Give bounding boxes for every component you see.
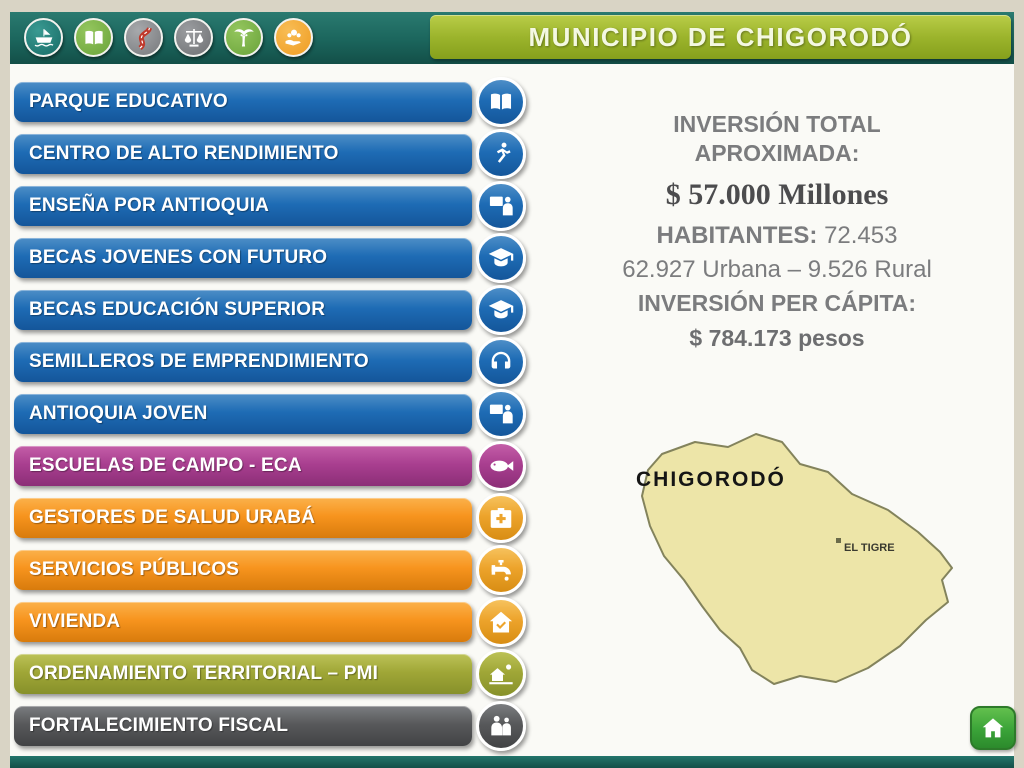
menu-item-becas-educacion-superior[interactable]: BECAS EDUCACIÓN SUPERIOR xyxy=(14,285,542,335)
menu-item-vivienda[interactable]: VIVIENDA xyxy=(14,597,542,647)
coins-hand-icon[interactable] xyxy=(274,18,313,57)
menu-label: ENSEÑA POR ANTIOQUIA xyxy=(29,195,270,216)
header-bar: MUNICIPIO DE CHIGORODÓ xyxy=(10,12,1014,64)
header-icon-row xyxy=(24,18,313,57)
per-capita-label: INVERSIÓN PER CÁPITA: xyxy=(637,289,917,316)
menu-item-escuelas-de-campo-eca[interactable]: ESCUELAS DE CAMPO - ECA xyxy=(14,441,542,491)
menu-button[interactable]: BECAS JOVENES CON FUTURO xyxy=(14,238,472,278)
map-shape xyxy=(641,433,953,685)
menu-button[interactable]: ESCUELAS DE CAMPO - ECA xyxy=(14,446,472,486)
menu-label: FORTALECIMIENTO FISCAL xyxy=(29,715,289,736)
faucet-icon[interactable] xyxy=(476,545,526,595)
slide-content: MUNICIPIO DE CHIGORODÓ PARQUE EDUCATIVO … xyxy=(10,12,1016,758)
scales-icon[interactable] xyxy=(174,18,213,57)
menu-item-parque-educativo[interactable]: PARQUE EDUCATIVO xyxy=(14,77,542,127)
runner-icon[interactable] xyxy=(476,129,526,179)
page-title-text: MUNICIPIO DE CHIGORODÓ xyxy=(528,21,913,52)
page-title: MUNICIPIO DE CHIGORODÓ xyxy=(430,15,1011,59)
map-poblado-label: EL TIGRE xyxy=(844,542,895,554)
menu-button[interactable]: BECAS EDUCACIÓN SUPERIOR xyxy=(14,290,472,330)
municipality-map: CHIGORODÓ EL TIGRE xyxy=(600,420,990,710)
palm-tree-icon[interactable] xyxy=(224,18,263,57)
menu-label: CENTRO DE ALTO RENDIMIENTO xyxy=(29,143,339,164)
territory-icon[interactable] xyxy=(476,649,526,699)
menu-label: BECAS EDUCACIÓN SUPERIOR xyxy=(29,299,326,320)
menu-label: ORDENAMIENTO TERRITORIAL – PMI xyxy=(29,663,379,684)
book-icon[interactable] xyxy=(476,77,526,127)
menu-label: SEMILLEROS DE EMPRENDIMIENTO xyxy=(29,351,369,372)
menu-item-ensena-por-antioquia[interactable]: ENSEÑA POR ANTIOQUIA xyxy=(14,181,542,231)
menu-button[interactable]: ORDENAMIENTO TERRITORIAL – PMI xyxy=(14,654,472,694)
per-capita-value: $ 784.173 pesos xyxy=(689,324,865,351)
habitantes-value: 72.453 xyxy=(824,221,898,249)
menu-label: SERVICIOS PÚBLICOS xyxy=(29,559,240,580)
menu-button[interactable]: ANTIOQUIA JOVEN xyxy=(14,394,472,434)
open-book-icon[interactable] xyxy=(74,18,113,57)
menu-item-antioquia-joven[interactable]: ANTIOQUIA JOVEN xyxy=(14,389,542,439)
menu-item-fortalecimiento-fiscal[interactable]: FORTALECIMIENTO FISCAL xyxy=(14,701,542,751)
menu-label: ESCUELAS DE CAMPO - ECA xyxy=(29,455,302,476)
footer-bar xyxy=(10,756,1014,768)
menu-item-gestores-de-salud-uraba[interactable]: GESTORES DE SALUD URABÁ xyxy=(14,493,542,543)
home-icon xyxy=(982,718,1004,738)
menu-item-servicios-publicos[interactable]: SERVICIOS PÚBLICOS xyxy=(14,545,542,595)
menu-item-becas-jovenes-con-futuro[interactable]: BECAS JOVENES CON FUTURO xyxy=(14,233,542,283)
menu-label: GESTORES DE SALUD URABÁ xyxy=(29,507,316,528)
menu-item-centro-alto-rendimiento[interactable]: CENTRO DE ALTO RENDIMIENTO xyxy=(14,129,542,179)
graduation-cap-icon[interactable] xyxy=(476,285,526,335)
program-menu: PARQUE EDUCATIVO CENTRO DE ALTO RENDIMIE… xyxy=(14,77,542,758)
investment-summary: INVERSIÓN TOTAL APROXIMADA: $ 57.000 Mil… xyxy=(540,110,1014,352)
menu-button[interactable]: VIVIENDA xyxy=(14,602,472,642)
inversion-total-value: $ 57.000 Millones xyxy=(665,177,889,211)
headset-icon[interactable] xyxy=(476,337,526,387)
menu-button[interactable]: GESTORES DE SALUD URABÁ xyxy=(14,498,472,538)
menu-button[interactable]: FORTALECIMIENTO FISCAL xyxy=(14,706,472,746)
medical-case-icon[interactable] xyxy=(476,493,526,543)
menu-button[interactable]: CENTRO DE ALTO RENDIMIENTO xyxy=(14,134,472,174)
graduation-cap-icon[interactable] xyxy=(476,233,526,283)
teacher-icon[interactable] xyxy=(476,389,526,439)
ship-icon[interactable] xyxy=(24,18,63,57)
menu-button[interactable]: PARQUE EDUCATIVO xyxy=(14,82,472,122)
home-button[interactable] xyxy=(970,706,1016,750)
fish-icon[interactable] xyxy=(476,441,526,491)
house-check-icon[interactable] xyxy=(476,597,526,647)
menu-button[interactable]: ENSEÑA POR ANTIOQUIA xyxy=(14,186,472,226)
menu-item-semilleros-de-emprendimiento[interactable]: SEMILLEROS DE EMPRENDIMIENTO xyxy=(14,337,542,387)
road-icon[interactable] xyxy=(124,18,163,57)
menu-label: ANTIOQUIA JOVEN xyxy=(29,403,208,424)
menu-button[interactable]: SEMILLEROS DE EMPRENDIMIENTO xyxy=(14,342,472,382)
menu-item-ordenamiento-territorial-pmi[interactable]: ORDENAMIENTO TERRITORIAL – PMI xyxy=(14,649,542,699)
map-municipio-label: CHIGORODÓ xyxy=(636,468,786,491)
family-icon[interactable] xyxy=(476,701,526,751)
habitantes-line: HABITANTES: 72.453 xyxy=(540,222,1014,250)
teacher-icon[interactable] xyxy=(476,181,526,231)
menu-button[interactable]: SERVICIOS PÚBLICOS xyxy=(14,550,472,590)
menu-label: VIVIENDA xyxy=(29,611,121,632)
menu-label: PARQUE EDUCATIVO xyxy=(29,91,228,112)
habitantes-label: HABITANTES: xyxy=(656,221,818,249)
inversion-total-label: INVERSIÓN TOTAL APROXIMADA: xyxy=(673,111,881,166)
menu-label: BECAS JOVENES CON FUTURO xyxy=(29,247,328,268)
poblacion-detalle: 62.927 Urbana – 9.526 Rural xyxy=(622,255,932,283)
